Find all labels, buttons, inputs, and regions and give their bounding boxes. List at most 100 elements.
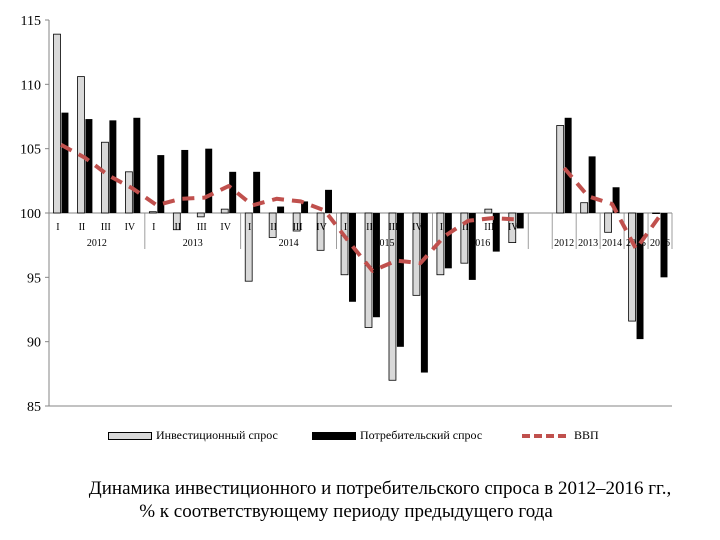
- consumer-bar: [564, 117, 572, 213]
- quarter-label: III: [101, 222, 111, 233]
- investment-bar: [484, 208, 493, 214]
- y-tick-label: 90: [27, 336, 41, 351]
- consumer-bar: [492, 213, 500, 252]
- investment-bar: [125, 171, 133, 214]
- investment-bar: [196, 212, 205, 218]
- consumer-bar: [205, 148, 213, 213]
- consumer-bar: [157, 155, 165, 213]
- investment-bar: [172, 212, 181, 231]
- investment-bar: [77, 76, 85, 214]
- investment-bar: [388, 212, 397, 381]
- y-tick-label: 115: [21, 14, 41, 29]
- consumer-bar: [372, 213, 380, 318]
- quarter-label: II: [366, 222, 373, 233]
- consumer-bar: [61, 112, 69, 213]
- consumer-bar: [660, 213, 668, 278]
- consumer-bar: [468, 213, 476, 280]
- year-label: 2014: [279, 238, 299, 249]
- consumer-bar: [133, 117, 141, 213]
- quarter-label: I: [152, 222, 155, 233]
- consumer-bar: [85, 119, 93, 213]
- consumer-bar: [636, 213, 644, 340]
- consumer-bar: [349, 213, 356, 302]
- quarter-label: I: [344, 222, 347, 233]
- quarter-label: III: [388, 222, 398, 233]
- investment-bar: [652, 212, 660, 215]
- legend-consumer-swatch: [312, 431, 356, 440]
- gdp-line-annual: [562, 166, 662, 251]
- consumer-bar: [396, 213, 404, 347]
- legend: Инвестиционный спрос Потребительский спр…: [0, 428, 720, 448]
- investment-bar: [340, 212, 349, 276]
- investment-bar: [316, 212, 325, 251]
- year-label: 2016: [470, 238, 490, 249]
- quarter-label: IV: [412, 222, 423, 233]
- y-tick-label: 100: [20, 207, 41, 222]
- quarter-label: III: [197, 222, 207, 233]
- year-label: 2015: [374, 238, 394, 249]
- gdp-line-quarterly: [60, 143, 517, 273]
- investment-bar: [628, 212, 636, 322]
- y-tick-label: 110: [21, 78, 41, 93]
- legend-consumer-label: Потребительский спрос: [360, 428, 483, 442]
- quarter-label: II: [174, 222, 181, 233]
- year-label: 2012: [87, 238, 107, 249]
- legend-gdp-label: ВВП: [574, 428, 599, 442]
- legend-gdp: ВВП: [522, 428, 599, 443]
- consumer-bar: [253, 171, 261, 213]
- annual-label: 2013: [578, 238, 598, 249]
- investment-bar: [460, 212, 469, 264]
- year-label: 2013: [183, 238, 203, 249]
- investment-bar: [244, 212, 253, 282]
- consumer-bar: [109, 120, 117, 213]
- quarter-label: I: [440, 222, 443, 233]
- y-tick-label: 95: [27, 271, 41, 286]
- legend-consumer: Потребительский спрос: [312, 428, 482, 443]
- consumer-bar: [516, 213, 524, 229]
- annual-label: 2015: [626, 238, 646, 249]
- consumer-bar: [277, 206, 285, 213]
- quarter-label: II: [462, 222, 469, 233]
- investment-bar: [220, 208, 229, 214]
- caption-line-1: Динамика инвестиционного и потребительск…: [88, 478, 672, 499]
- consumer-bar: [444, 213, 452, 269]
- investment-bar: [508, 212, 517, 243]
- annual-label: 2012: [554, 238, 574, 249]
- investment-bar: [604, 212, 612, 233]
- quarter-label: II: [270, 222, 277, 233]
- quarter-label: IV: [220, 222, 231, 233]
- investment-bar: [268, 212, 277, 238]
- investment-bar: [148, 211, 157, 214]
- consumer-bar: [588, 156, 596, 213]
- investment-bar: [292, 212, 301, 232]
- quarter-label: IV: [316, 222, 327, 233]
- investment-bar: [412, 212, 421, 296]
- y-tick-label: 105: [20, 143, 41, 158]
- caption-line-2: % к соответствующему периоду предыдущего…: [139, 501, 553, 522]
- quarter-label: IV: [125, 222, 136, 233]
- investment-bar: [53, 33, 61, 214]
- quarter-label: I: [248, 222, 251, 233]
- legend-investment-swatch: [108, 431, 152, 440]
- annual-label: 2016: [650, 238, 670, 249]
- quarter-label: III: [484, 222, 494, 233]
- legend-investment: Инвестиционный спрос: [108, 428, 278, 443]
- consumer-bar: [325, 189, 333, 213]
- consumer-bar: [181, 149, 189, 213]
- quarter-label: II: [79, 222, 86, 233]
- consumer-bar: [301, 201, 309, 213]
- quarter-label: IV: [508, 222, 519, 233]
- quarter-label: I: [56, 222, 59, 233]
- consumer-bar: [612, 187, 620, 213]
- legend-gdp-swatch: [522, 433, 566, 438]
- investment-bar: [101, 141, 109, 214]
- investment-bar: [580, 202, 589, 214]
- investment-bar: [556, 125, 565, 214]
- legend-investment-label: Инвестиционный спрос: [156, 428, 278, 442]
- annual-label: 2014: [602, 238, 622, 249]
- y-tick-label: 85: [27, 400, 41, 415]
- consumer-bar: [229, 171, 237, 213]
- consumer-bar: [420, 213, 428, 373]
- quarter-label: III: [293, 222, 303, 233]
